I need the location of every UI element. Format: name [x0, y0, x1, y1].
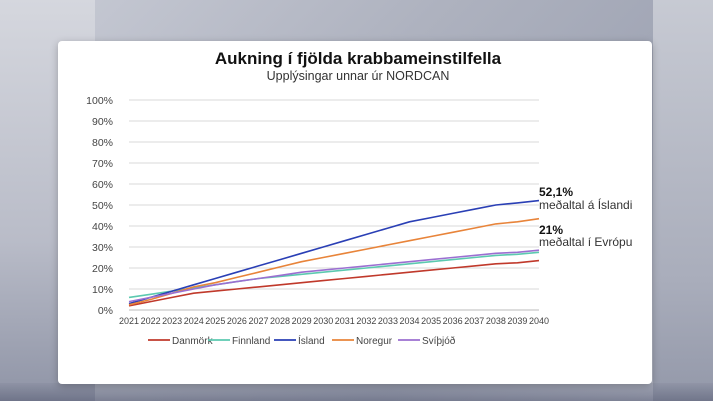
legend-label: Finnland [232, 336, 270, 347]
x-tick-label: 2023 [162, 316, 182, 326]
legend-label: Ísland [298, 334, 325, 347]
chart-title: Aukning í fjölda krabbameinstilfella [215, 49, 502, 68]
y-tick-label: 90% [92, 116, 113, 128]
y-axis-ticks: 0% 10% 20% 30% 40% 50% 60% 70% 80% 90% 100% [86, 95, 113, 317]
chart-grid [129, 99, 539, 311]
legend-item: Noregur [332, 336, 393, 347]
y-tick-label: 100% [86, 95, 113, 107]
legend-item: Ísland [274, 334, 325, 347]
y-tick-label: 20% [92, 263, 113, 275]
x-tick-label: 2027 [248, 316, 268, 326]
x-tick-label: 2040 [529, 316, 549, 326]
series-line [128, 249, 540, 303]
annotation-europe-value: 21% [539, 223, 563, 237]
y-tick-label: 40% [92, 221, 113, 233]
x-tick-label: 2034 [400, 316, 420, 326]
y-tick-label: 50% [92, 200, 113, 212]
legend-label: Danmörk [172, 336, 214, 347]
series-line [128, 199, 540, 305]
y-tick-label: 70% [92, 158, 113, 170]
annotation-iceland-label: meðaltal á Íslandi [539, 197, 632, 212]
background-right-panel [653, 0, 713, 401]
y-tick-label: 80% [92, 137, 113, 149]
legend-label: Noregur [356, 336, 393, 347]
x-tick-label: 2039 [507, 316, 527, 326]
chart-subtitle: Upplýsingar unnar úr NORDCAN [267, 69, 450, 83]
annotation-iceland-value: 52,1% [539, 185, 573, 199]
series-line [128, 259, 540, 307]
x-tick-label: 2025 [205, 316, 225, 326]
chart-series [128, 199, 540, 307]
x-tick-label: 2031 [335, 316, 355, 326]
x-tick-label: 2032 [356, 316, 376, 326]
annotation-europe-label: meðaltal í Evrópu [539, 235, 632, 249]
chart-card [58, 41, 652, 384]
chart-legend: Danmörk Finnland Ísland Noregur Svíþjóð [148, 334, 456, 347]
y-tick-label: 0% [98, 305, 113, 317]
series-line [128, 251, 540, 299]
x-tick-label: 2036 [443, 316, 463, 326]
x-tick-label: 2037 [464, 316, 484, 326]
y-tick-label: 60% [92, 179, 113, 191]
x-axis-ticks: 2021 2022 2023 2024 2025 2026 2027 2028 2029 2030… [119, 316, 549, 326]
x-tick-label: 2030 [313, 316, 333, 326]
x-tick-label: 2033 [378, 316, 398, 326]
x-tick-label: 2035 [421, 316, 441, 326]
x-tick-label: 2038 [486, 316, 506, 326]
legend-label: Svíþjóð [422, 335, 456, 347]
legend-item: Svíþjóð [398, 335, 456, 347]
x-tick-label: 2029 [292, 316, 312, 326]
background-bottom-strip [0, 383, 713, 401]
series-line [128, 217, 540, 306]
x-tick-label: 2021 [119, 316, 139, 326]
x-tick-label: 2022 [141, 316, 161, 326]
legend-item: Danmörk [148, 336, 214, 347]
legend-item: Finnland [208, 336, 270, 347]
x-tick-label: 2028 [270, 316, 290, 326]
y-tick-label: 30% [92, 242, 113, 254]
x-tick-label: 2026 [227, 316, 247, 326]
x-tick-label: 2024 [184, 316, 204, 326]
y-tick-label: 10% [92, 284, 113, 296]
